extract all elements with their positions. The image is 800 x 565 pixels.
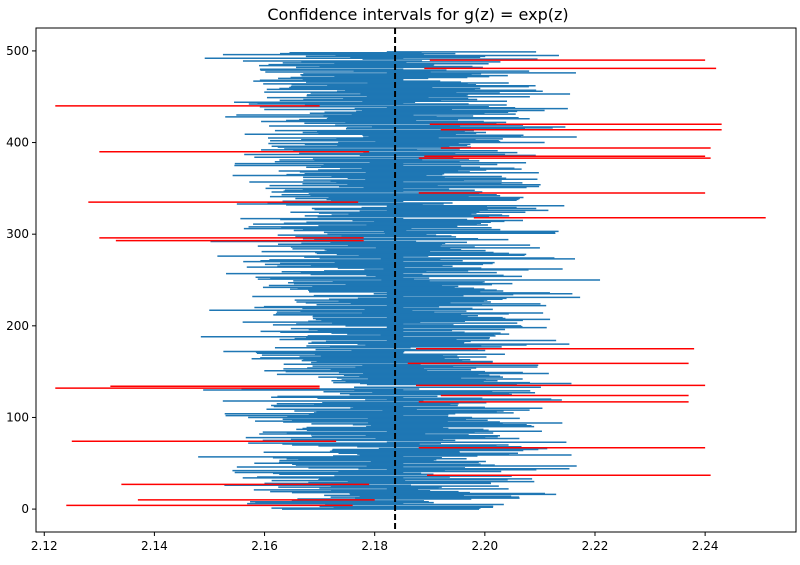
x-tick-label: 2.18 xyxy=(361,539,388,553)
missing-intervals xyxy=(55,59,766,507)
y-tick-label: 100 xyxy=(6,410,29,424)
y-tick-label: 200 xyxy=(6,319,29,333)
y-tick-label: 500 xyxy=(6,44,29,58)
plot-frame xyxy=(35,27,797,533)
y-tick-label: 400 xyxy=(6,136,29,150)
y-tick-label: 300 xyxy=(6,227,29,241)
y-tick-label: 0 xyxy=(21,502,29,516)
x-tick-label: 2.24 xyxy=(692,539,719,553)
x-tick-label: 2.20 xyxy=(471,539,498,553)
x-tick-label: 2.16 xyxy=(251,539,278,553)
x-tick-label: 2.22 xyxy=(582,539,609,553)
covering-intervals xyxy=(198,51,601,510)
x-tick-label: 2.12 xyxy=(31,539,58,553)
axes: 2.12 2.14 2.16 2.18 2.20 2.22 2.24 0 100 200 300 40… xyxy=(6,27,797,553)
chart-title: Confidence intervals for g(z) = exp(z) xyxy=(267,5,568,24)
x-tick-label: 2.14 xyxy=(141,539,168,553)
